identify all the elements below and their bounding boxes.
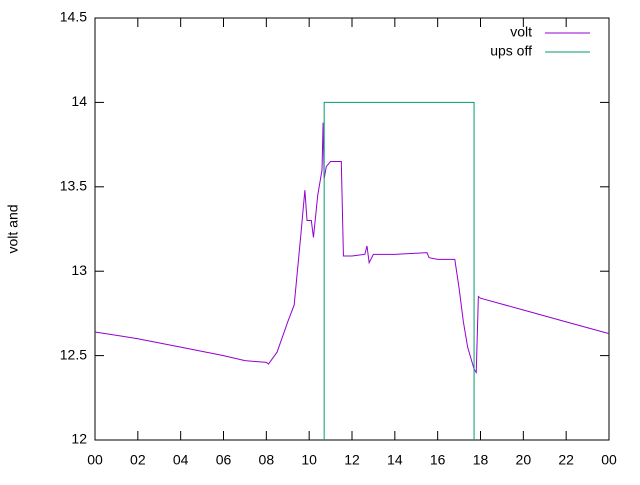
plot-frame <box>94 17 610 441</box>
y-tick-label: 13.5 <box>60 178 87 194</box>
legend-label: ups off <box>490 43 532 59</box>
x-tick-label: 20 <box>516 452 532 468</box>
y-tick-label: 13 <box>71 262 87 278</box>
x-tick-label: 10 <box>301 452 317 468</box>
series-line <box>94 122 610 375</box>
x-tick-label: 18 <box>473 452 489 468</box>
x-tick-label: 00 <box>87 452 103 468</box>
y-tick-label: 12 <box>71 431 87 447</box>
x-tick-label: 08 <box>259 452 275 468</box>
x-tick-label: 16 <box>430 452 446 468</box>
x-tick-label: 12 <box>344 452 360 468</box>
x-tick-label: 00 <box>601 452 617 468</box>
y-tick-label: 12.5 <box>60 346 87 362</box>
y-axis-label: volt and <box>5 204 21 253</box>
x-tick-label: 14 <box>387 452 403 468</box>
y-tick-label: 14 <box>71 93 87 109</box>
series-line <box>323 101 475 440</box>
y-tick-label: 14.5 <box>60 9 87 25</box>
x-tick-label: 06 <box>216 452 232 468</box>
legend-label: volt <box>510 24 532 40</box>
x-tick-label: 22 <box>558 452 574 468</box>
x-tick-label: 04 <box>173 452 189 468</box>
x-tick-label: 02 <box>130 452 146 468</box>
